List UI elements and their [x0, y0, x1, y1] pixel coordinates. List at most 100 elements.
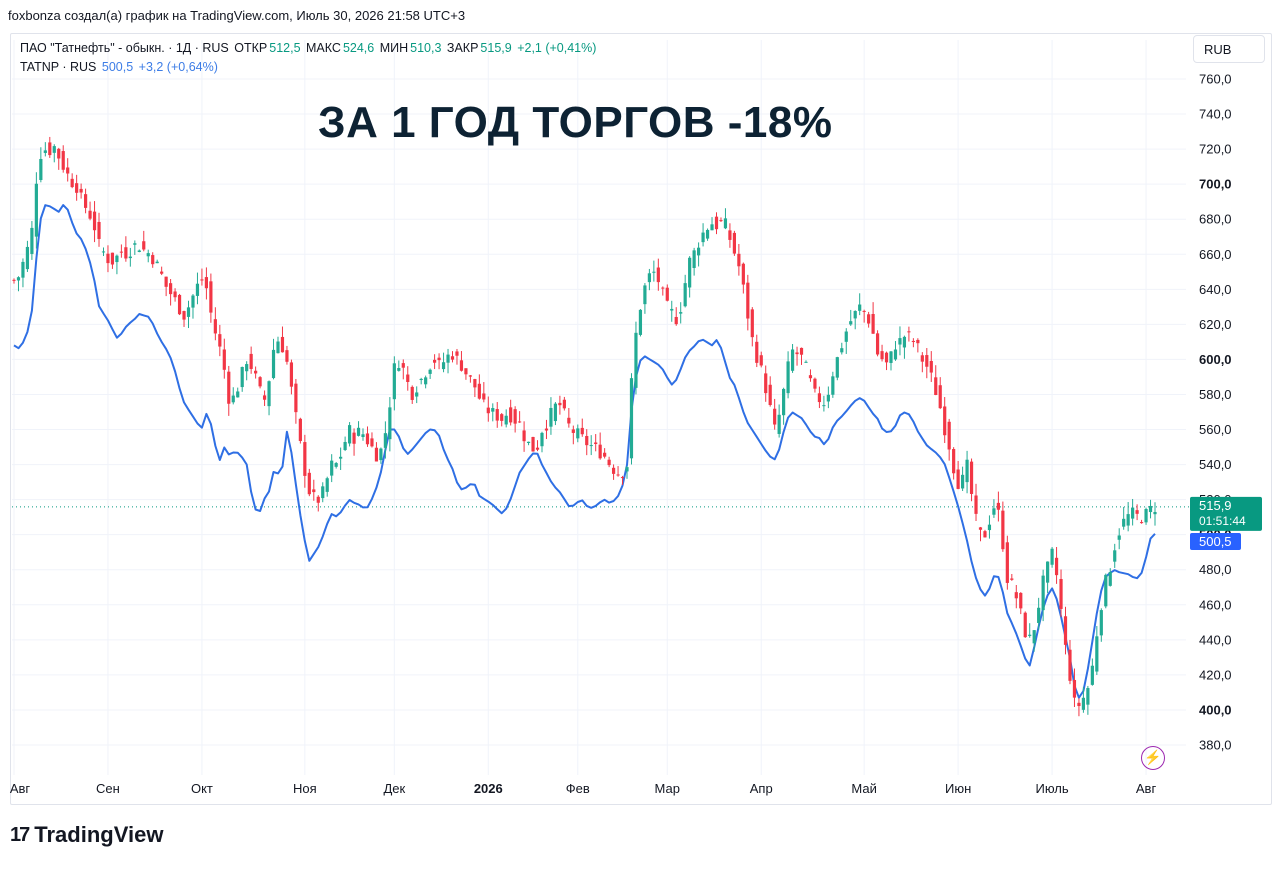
- candle-body: [871, 313, 875, 334]
- candle-body: [92, 211, 97, 231]
- candle-body: [1072, 679, 1077, 698]
- candle-body: [777, 414, 781, 434]
- legend-open: 512,5: [269, 41, 301, 55]
- candle-body: [303, 442, 307, 476]
- candle-body: [911, 340, 915, 343]
- candle-body: [312, 489, 316, 493]
- y-tick-label: 700,0: [1199, 177, 1232, 192]
- candle-body: [665, 287, 669, 301]
- candle-body: [370, 438, 374, 447]
- candle-body: [500, 414, 504, 421]
- candle-body: [943, 406, 947, 436]
- brand-name: TradingView: [34, 822, 164, 847]
- candle-body: [978, 527, 983, 530]
- candle-body: [1063, 616, 1068, 645]
- candle-body: [276, 341, 280, 354]
- candle-body: [365, 433, 370, 445]
- candle-body: [674, 316, 678, 325]
- candle-body: [795, 352, 799, 355]
- y-tick-label: 400,0: [1199, 702, 1232, 717]
- candle-body: [679, 312, 683, 314]
- candle-body: [902, 336, 907, 348]
- candle-body: [464, 368, 468, 375]
- candle-body: [571, 429, 575, 433]
- candle-body: [70, 178, 74, 188]
- candle-body: [1068, 649, 1072, 681]
- headline: ЗА 1 ГОД ТОРГОВ -18%: [318, 98, 833, 147]
- candle-body: [200, 279, 204, 281]
- candle-body: [195, 283, 200, 296]
- candle-body: [325, 478, 329, 492]
- y-tick-label: 380,0: [1199, 738, 1232, 753]
- currency-button[interactable]: RUB: [1193, 35, 1265, 63]
- candle-body: [576, 428, 580, 439]
- candle-body: [52, 146, 56, 153]
- y-tick-label: 720,0: [1199, 142, 1232, 157]
- candle-body: [969, 461, 974, 494]
- y-tick-label: 420,0: [1199, 667, 1232, 682]
- candle-body: [925, 355, 929, 367]
- candle-body: [222, 349, 226, 370]
- candle-body: [1113, 550, 1117, 562]
- candle-body: [835, 357, 839, 378]
- candle-body: [862, 310, 866, 312]
- candle-body: [620, 477, 625, 479]
- x-tick-label: 2026: [474, 781, 503, 796]
- candle-body: [705, 229, 710, 239]
- candle-body: [213, 319, 217, 334]
- candle-body: [477, 383, 481, 399]
- candle-body: [992, 508, 996, 515]
- candle-body: [509, 407, 513, 423]
- candle-body: [1090, 665, 1094, 685]
- candle-body: [97, 221, 101, 239]
- lightning-icon[interactable]: ⚡: [1141, 746, 1165, 770]
- candle-body: [110, 252, 115, 265]
- candle-body: [21, 261, 25, 278]
- candle-body: [719, 220, 723, 222]
- candle-body: [920, 355, 924, 362]
- candle-body: [137, 250, 141, 252]
- legend-high-label: МАКС: [306, 41, 341, 55]
- candle-body: [455, 351, 459, 356]
- candle-body: [956, 469, 960, 489]
- candle-body: [218, 334, 222, 347]
- candle-body: [392, 363, 396, 400]
- candle-body: [61, 151, 65, 170]
- candle-body: [128, 256, 132, 259]
- candle-body: [79, 188, 83, 193]
- candle-body: [808, 375, 813, 379]
- candle-body: [884, 352, 889, 363]
- candle-body: [804, 361, 808, 363]
- candle-body: [433, 359, 437, 363]
- candle-body: [518, 421, 522, 423]
- candle-body: [1153, 511, 1157, 515]
- candle-body: [388, 407, 392, 440]
- candle-body: [356, 427, 361, 436]
- candle-body: [1122, 518, 1126, 527]
- candle-body: [459, 360, 464, 371]
- candle-body: [1028, 634, 1032, 636]
- x-tick-label: Июн: [945, 781, 971, 796]
- candle-body: [285, 350, 289, 362]
- candle-body: [240, 366, 244, 388]
- candle-body: [258, 377, 262, 387]
- candle-body: [406, 374, 410, 382]
- candle-body: [25, 246, 30, 270]
- candle-body: [473, 379, 477, 388]
- candle-body: [34, 183, 38, 237]
- candle-body: [540, 432, 544, 447]
- candle-body: [952, 449, 956, 474]
- candle-body: [907, 331, 911, 333]
- candle-body: [688, 257, 692, 288]
- candle-body: [987, 524, 992, 531]
- x-tick-label: Ноя: [293, 781, 317, 796]
- x-tick-label: Июль: [1036, 781, 1069, 796]
- candle-body: [1144, 508, 1148, 523]
- candle-body: [822, 405, 826, 407]
- candle-body: [361, 434, 365, 438]
- candle-body: [889, 351, 893, 363]
- candle-body: [133, 243, 137, 245]
- x-tick-label: Мар: [655, 781, 680, 796]
- candle-body: [661, 287, 665, 289]
